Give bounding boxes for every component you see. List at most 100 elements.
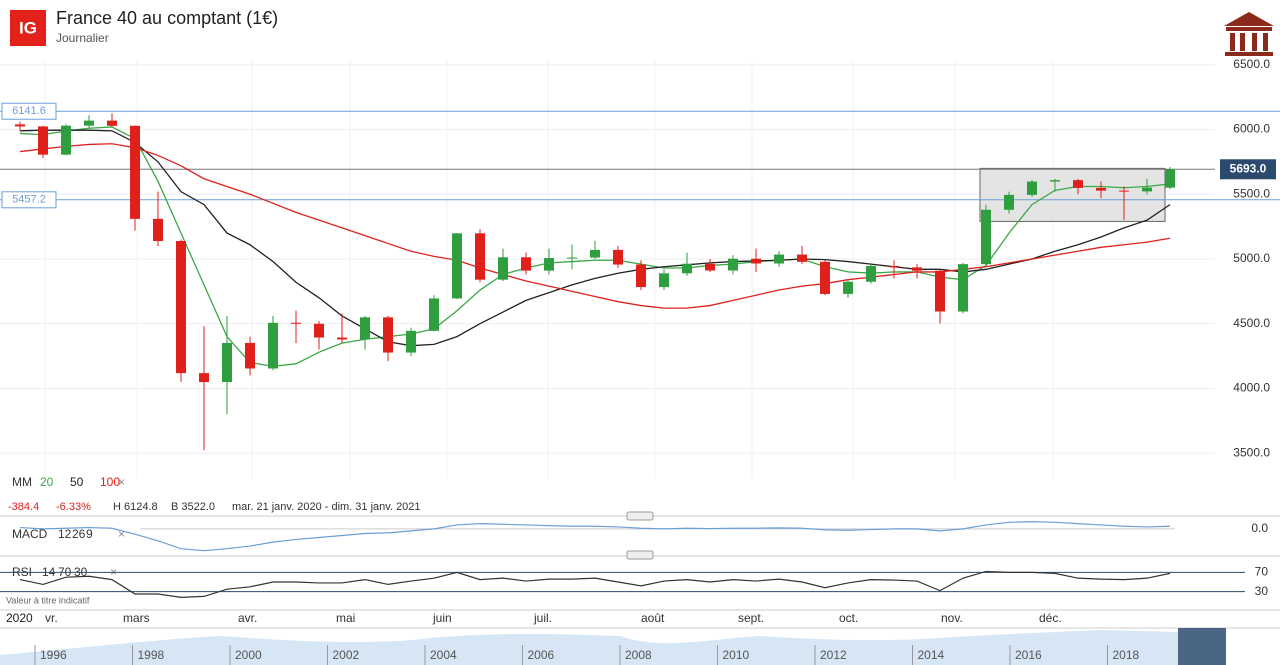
candle-body: [245, 342, 255, 369]
candle-body: [728, 258, 738, 271]
candle-body: [153, 218, 163, 241]
candle-body: [567, 257, 577, 259]
nav-year: 2002: [333, 648, 360, 662]
nav-year: 2012: [820, 648, 847, 662]
logo: IG: [19, 18, 37, 37]
candle-body: [866, 265, 876, 282]
nav-year: 2010: [723, 648, 750, 662]
candle-body: [314, 323, 324, 338]
candle-body: [613, 249, 623, 265]
year-label: 2020: [6, 611, 33, 625]
bank-icon[interactable]: [1224, 12, 1274, 56]
candle-body: [912, 267, 922, 271]
subtitle: Journalier: [56, 31, 109, 45]
y-tick-label: 4500.0: [1233, 316, 1270, 330]
level-label: 5457.2: [12, 194, 46, 206]
month-label: juin: [432, 611, 452, 625]
navigator-window[interactable]: [1178, 628, 1226, 665]
panel-handle[interactable]: [626, 550, 654, 560]
ma-line: [19, 143, 1171, 309]
candle-body: [199, 373, 209, 383]
candle-body: [61, 125, 71, 155]
stat: -384.4: [8, 501, 39, 513]
nav-year: 2004: [430, 648, 457, 662]
candle-body: [1073, 180, 1083, 188]
rsi-tick: 30: [1255, 584, 1269, 598]
macd-close[interactable]: ×: [118, 527, 125, 541]
month-label: sept.: [738, 611, 764, 625]
nav-year: 1996: [40, 648, 67, 662]
month-label: août: [641, 611, 665, 625]
ma-legend-item: 100: [100, 475, 120, 489]
y-tick-label: 5500.0: [1233, 186, 1270, 200]
ma-legend-close[interactable]: ×: [118, 475, 125, 489]
ma-line: [19, 129, 1171, 347]
rsi-tick: 70: [1255, 565, 1269, 579]
ma-legend-label: MM: [12, 475, 32, 489]
candle-body: [705, 263, 715, 271]
candle-body: [222, 342, 232, 383]
candle-body: [751, 258, 761, 264]
stat: H 6124.8: [113, 501, 158, 513]
level-tag: [1, 102, 57, 120]
y-tick-label: 6500.0: [1233, 57, 1270, 71]
candle-body: [682, 263, 692, 274]
candle-body: [107, 120, 117, 126]
macd-param: 9: [86, 527, 93, 541]
candle-body: [774, 254, 784, 264]
nav-year: 2018: [1113, 648, 1140, 662]
candle-body: [843, 281, 853, 294]
candle-body: [176, 240, 186, 374]
nav-year: 2016: [1015, 648, 1042, 662]
month-label: avr.: [238, 611, 257, 625]
month-label: nov.: [941, 611, 963, 625]
month-label: mars: [123, 611, 150, 625]
candle-body: [268, 322, 278, 369]
nav-year: 1998: [138, 648, 165, 662]
ma-legend-item: 20: [40, 475, 54, 489]
nav-year: 2014: [918, 648, 945, 662]
navigator-area: [0, 630, 1178, 665]
candle-body: [498, 257, 508, 280]
month-label: mai: [336, 611, 355, 625]
candle-body: [958, 264, 968, 312]
y-tick-label: 4000.0: [1233, 381, 1270, 395]
macd-param: 26: [72, 527, 86, 541]
candle-body: [636, 264, 646, 288]
logo-box: [10, 10, 46, 46]
y-tick-label: 3500.0: [1233, 445, 1270, 459]
candle-body: [38, 126, 48, 155]
candle-body: [590, 249, 600, 258]
candle-body: [1050, 180, 1060, 182]
candle-body: [820, 261, 830, 294]
candle-body: [15, 124, 25, 127]
rsi-line: [19, 570, 1171, 598]
ma-legend-item: 50: [70, 475, 84, 489]
stat: B 3522.0: [171, 501, 215, 513]
level-label: 6141.6: [12, 105, 46, 117]
candle-body: [360, 317, 370, 340]
candle-body: [429, 298, 439, 331]
panel-handle[interactable]: [626, 511, 654, 521]
candle-body: [84, 120, 94, 126]
macd-tick: 0.0: [1251, 521, 1268, 535]
last-price-tag: [1220, 159, 1276, 180]
candle-body: [452, 233, 462, 299]
candle-body: [337, 337, 347, 340]
candle-body: [1119, 190, 1129, 192]
nav-year: 2008: [625, 648, 652, 662]
candle-body: [1165, 169, 1175, 188]
candle-body: [475, 233, 485, 280]
macd-line: [19, 521, 1171, 552]
candle-body: [383, 317, 393, 353]
stat: mar. 21 janv. 2020 - dim. 31 janv. 2021: [232, 501, 421, 513]
candle-body: [889, 265, 899, 268]
candle-body: [659, 273, 669, 288]
nav-year: 2000: [235, 648, 262, 662]
candle-body: [406, 330, 416, 353]
candle-body: [1096, 187, 1106, 191]
y-tick-label: 5000.0: [1233, 251, 1270, 265]
y-tick-label: 6000.0: [1233, 122, 1270, 136]
candle-body: [291, 322, 301, 324]
